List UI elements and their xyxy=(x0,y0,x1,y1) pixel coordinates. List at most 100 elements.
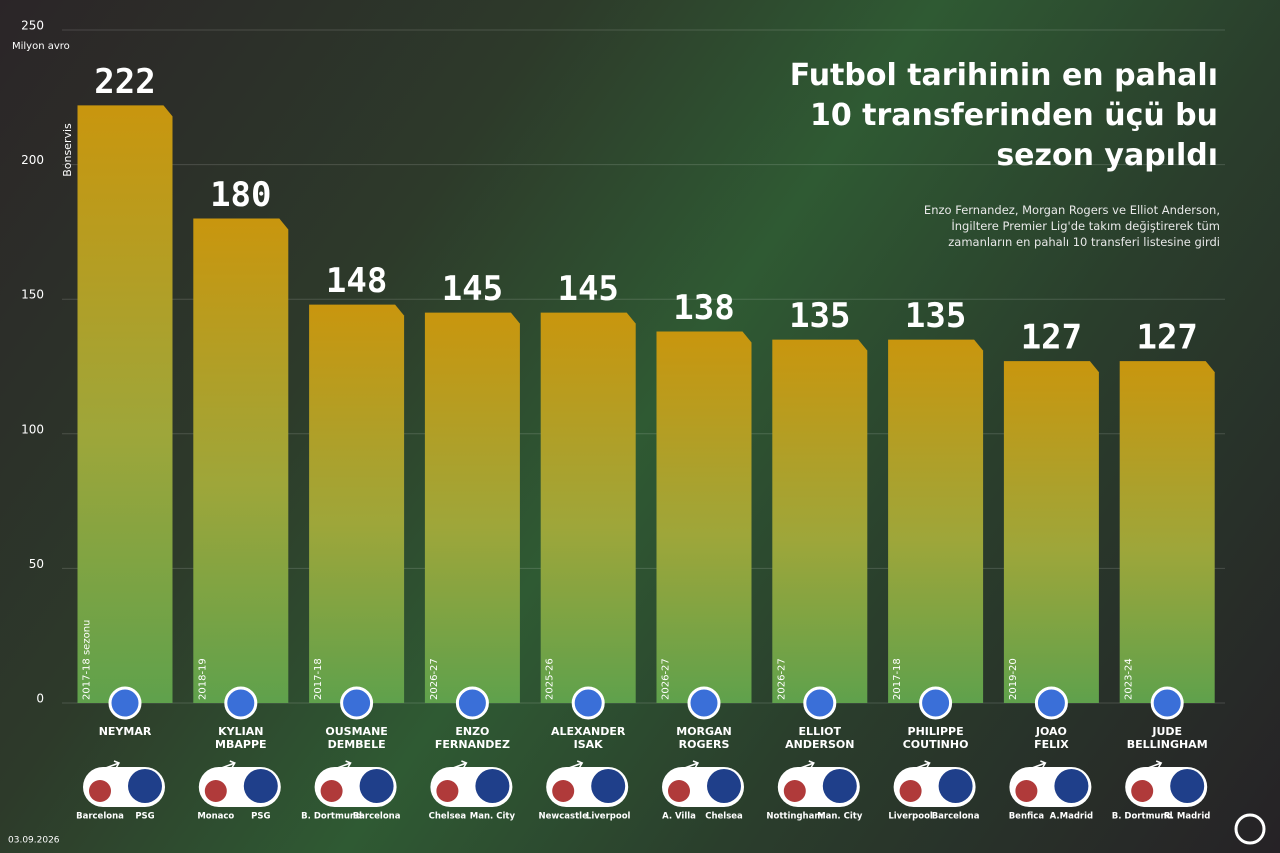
to-club-crest xyxy=(707,769,741,803)
value-label: 148 xyxy=(326,261,387,301)
season-label: 2023-24 xyxy=(1124,658,1135,700)
to-club-crest xyxy=(822,769,857,803)
value-label: 145 xyxy=(557,269,618,309)
y-label: Bonservis xyxy=(61,123,74,177)
to-club-crest xyxy=(359,769,394,803)
value-label: 222 xyxy=(94,62,155,102)
flag xyxy=(571,686,605,720)
from-club: Nottingham xyxy=(766,812,823,822)
player-name: NEYMAR xyxy=(98,725,152,738)
flag xyxy=(224,686,258,720)
to-club-crest xyxy=(128,769,162,803)
to-club: A.Madrid xyxy=(1050,812,1093,822)
value-label: 127 xyxy=(1136,318,1197,358)
from-club: Monaco xyxy=(197,812,234,822)
y-tick-label: 200 xyxy=(21,153,44,167)
transfer-arrow xyxy=(905,760,931,773)
bar xyxy=(1003,361,1099,703)
transfer-arrow xyxy=(1021,760,1047,773)
transfer-arrow xyxy=(673,760,700,773)
player-name: OUSMANE DEMBELE xyxy=(325,725,388,751)
from-club-crest xyxy=(1131,780,1154,802)
flag xyxy=(803,686,837,720)
season-label: 2017-18 sezonu xyxy=(82,620,93,700)
player-name: ALEXANDER ISAK xyxy=(551,725,626,751)
transfer-arrow xyxy=(94,760,121,773)
from-club: Benfica xyxy=(1009,812,1045,822)
y-tick-label: 100 xyxy=(21,422,44,436)
flag xyxy=(687,686,721,720)
season-label: 2026-27 xyxy=(429,658,440,700)
from-club: Chelsea xyxy=(429,812,467,822)
chart-subtitle: Enzo Fernandez, Morgan Rogers ve Elliot … xyxy=(923,203,1220,249)
to-club-crest xyxy=(938,769,973,803)
from-club-crest xyxy=(1015,780,1038,802)
from-club: A. Villa xyxy=(662,812,696,822)
to-club: Barcelona xyxy=(932,812,980,822)
season-label: 2026-27 xyxy=(776,658,787,700)
logo xyxy=(1234,813,1266,845)
from-club-crest xyxy=(668,780,690,802)
flag xyxy=(340,686,374,720)
from-club: Barcelona xyxy=(76,812,124,822)
from-club-crest xyxy=(899,780,922,802)
from-club: B. Dortmund xyxy=(301,812,362,822)
player-name: JUDE BELLINGHAM xyxy=(1126,725,1208,751)
bar xyxy=(309,304,405,703)
value-label: 127 xyxy=(1021,318,1082,358)
season-label: 2025-26 xyxy=(545,658,556,700)
to-club: Liverpool xyxy=(586,812,631,822)
to-club-crest xyxy=(591,769,626,803)
flag xyxy=(1034,686,1068,720)
transfer-arrow xyxy=(789,760,815,773)
to-club: R. Madrid xyxy=(1164,812,1210,822)
bar xyxy=(424,312,520,703)
season-label: 2018-19 xyxy=(197,658,208,700)
from-club-crest xyxy=(89,780,111,802)
player-name: KYLIAN MBAPPE xyxy=(215,725,267,751)
player-name: ENZO FERNANDEZ xyxy=(434,725,510,751)
to-club: Man. City xyxy=(817,812,863,822)
chart-title: Futbol tarihinin en pahalı 10 transferin… xyxy=(789,58,1218,173)
player-name: ELLIOT ANDERSON xyxy=(785,725,855,751)
to-club-crest xyxy=(1170,769,1205,803)
bar xyxy=(193,218,289,703)
value-label: 135 xyxy=(905,296,966,336)
to-club-crest xyxy=(475,769,510,803)
transfer-arrow xyxy=(326,760,352,773)
bar xyxy=(656,331,752,703)
to-club: Chelsea xyxy=(705,812,743,822)
season-label: 2019-20 xyxy=(1008,658,1019,700)
flag xyxy=(455,686,489,720)
from-club-crest xyxy=(320,780,343,802)
flag xyxy=(1150,686,1184,720)
bar xyxy=(772,339,868,703)
value-label: 135 xyxy=(789,296,850,336)
flag xyxy=(919,686,953,720)
value-label: 180 xyxy=(210,175,271,215)
bar xyxy=(888,339,984,703)
player-name: PHILIPPE COUTINHO xyxy=(902,725,969,751)
to-club: Man. City xyxy=(470,812,516,822)
bar xyxy=(540,312,636,703)
season-label: 2017-18 xyxy=(892,658,903,700)
from-club: Newcastle xyxy=(539,812,589,822)
y-unit: Milyon avro xyxy=(12,41,70,52)
from-club: B. Dortmund xyxy=(1112,812,1173,822)
value-label: 145 xyxy=(442,269,503,309)
from-club-crest xyxy=(436,780,459,802)
y-tick-label: 250 xyxy=(21,19,44,33)
player-name: MORGAN ROGERS xyxy=(676,725,732,751)
flag xyxy=(108,686,142,720)
value-label: 138 xyxy=(673,288,734,328)
from-club: Liverpool xyxy=(888,812,933,822)
to-club: PSG xyxy=(135,812,154,822)
to-club: PSG xyxy=(251,812,270,822)
y-tick-label: 0 xyxy=(36,692,44,706)
date: 03.09.2026 xyxy=(8,836,60,846)
y-tick-label: 150 xyxy=(21,288,44,302)
to-club-crest xyxy=(1054,769,1089,803)
to-club-crest xyxy=(243,769,278,803)
